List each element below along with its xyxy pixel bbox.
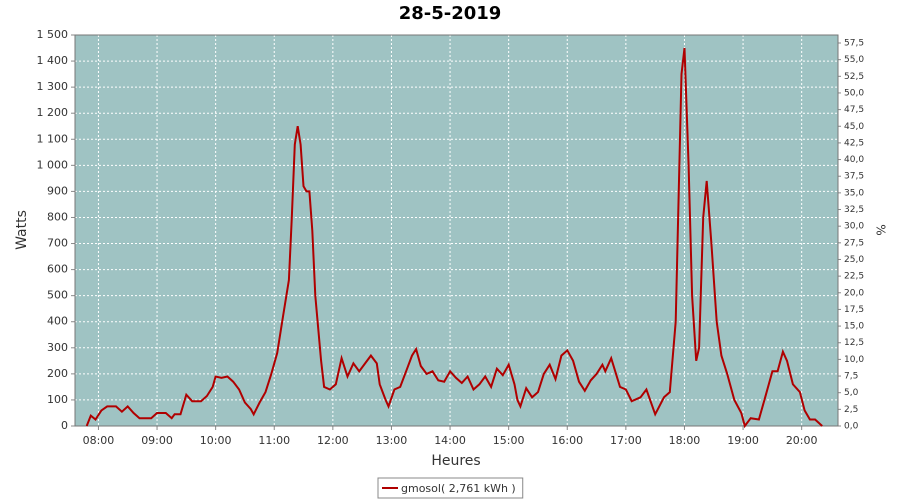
y-tick-label: 600 bbox=[47, 263, 68, 276]
y2-tick-label: 15,0 bbox=[844, 322, 864, 332]
y-tick-label: 0 bbox=[61, 419, 68, 432]
y2-tick-label: 37,5 bbox=[844, 172, 864, 182]
x-axis-label: Heures bbox=[431, 453, 480, 469]
legend-box bbox=[377, 477, 524, 499]
x-tick-label: 09:00 bbox=[141, 434, 173, 447]
y2-tick-label: 0,0 bbox=[844, 422, 859, 432]
y2-tick-label: 27,5 bbox=[844, 238, 864, 248]
x-tick-label: 14:00 bbox=[434, 434, 466, 447]
legend: gmosol( 2,761 kWh ) bbox=[377, 477, 524, 499]
y2-tick-label: 10,0 bbox=[844, 355, 864, 365]
x-tick-label: 12:00 bbox=[317, 434, 349, 447]
y2-tick-label: 20,0 bbox=[844, 288, 864, 298]
chart-title: 28-5-2019 bbox=[399, 3, 502, 24]
y2-tick-label: 55,0 bbox=[844, 55, 864, 65]
y-tick-label: 1 200 bbox=[37, 106, 69, 119]
y-tick-label: 500 bbox=[47, 289, 68, 302]
data-line bbox=[85, 47, 823, 429]
y2-tick-label: 52,5 bbox=[844, 72, 864, 82]
x-tick-label: 18:00 bbox=[669, 434, 701, 447]
x-tick-label: 20:00 bbox=[786, 434, 818, 447]
y-tick-label: 1 300 bbox=[37, 80, 69, 93]
y2-tick-label: 2,5 bbox=[844, 405, 858, 415]
x-tick-label: 11:00 bbox=[258, 434, 290, 447]
y-tick-label: 200 bbox=[47, 367, 68, 380]
y2-tick-label: 40,0 bbox=[844, 155, 864, 165]
x-tick-label: 08:00 bbox=[83, 434, 115, 447]
y-tick-label: 100 bbox=[47, 393, 68, 406]
y2-tick-label: 22,5 bbox=[844, 272, 864, 282]
x-tick-label: 15:00 bbox=[493, 434, 525, 447]
y2-tick-label: 32,5 bbox=[844, 205, 864, 215]
y2-tick-label: 25,0 bbox=[844, 255, 864, 265]
y-tick-label: 300 bbox=[47, 341, 68, 354]
y-tick-label: 1 000 bbox=[37, 158, 69, 171]
x-tick-label: 19:00 bbox=[727, 434, 759, 447]
plot-area bbox=[74, 34, 839, 427]
y2-tick-label: 35,0 bbox=[844, 188, 864, 198]
y-tick-label: 1 400 bbox=[37, 54, 69, 67]
y-tick-label: 400 bbox=[47, 315, 68, 328]
y2-tick-label: 5,0 bbox=[844, 388, 859, 398]
y2-tick-label: 47,5 bbox=[844, 105, 864, 115]
plot-border bbox=[74, 34, 839, 427]
legend-label: gmosol( 2,761 kWh ) bbox=[401, 482, 516, 495]
y2-tick-label: 57,5 bbox=[844, 38, 864, 48]
y2-tick-label: 12,5 bbox=[844, 338, 864, 348]
y2-tick-label: 50,0 bbox=[844, 88, 864, 98]
y-tick-label: 800 bbox=[47, 210, 68, 223]
y2-tick-label: 45,0 bbox=[844, 122, 864, 132]
y-tick-label: 900 bbox=[47, 184, 68, 197]
x-tick-label: 17:00 bbox=[610, 434, 642, 447]
y-tick-label: 1 500 bbox=[37, 28, 69, 41]
x-tick-label: 13:00 bbox=[376, 434, 408, 447]
y2-tick-label: 7,5 bbox=[844, 372, 858, 382]
y2-tick-label: 42,5 bbox=[844, 138, 864, 148]
y2-tick-label: 30,0 bbox=[844, 222, 864, 232]
y-axis-label: Watts bbox=[14, 210, 30, 250]
x-tick-label: 10:00 bbox=[200, 434, 232, 447]
x-tick-label: 16:00 bbox=[551, 434, 583, 447]
y2-axis-label: % bbox=[874, 224, 888, 235]
y2-tick-label: 17,5 bbox=[844, 305, 864, 315]
y-tick-label: 700 bbox=[47, 237, 68, 250]
y-tick-label: 1 100 bbox=[37, 132, 69, 145]
